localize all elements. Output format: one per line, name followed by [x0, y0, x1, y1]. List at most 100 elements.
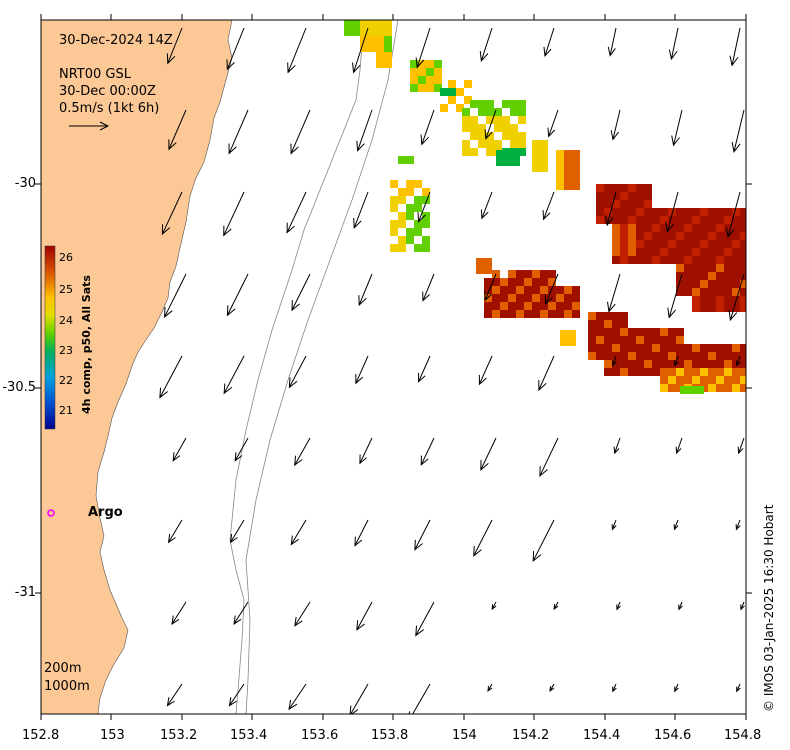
sst-pixel — [652, 208, 660, 216]
current-vector-head — [731, 141, 741, 153]
current-vector — [670, 27, 679, 60]
sst-pixel — [486, 140, 494, 148]
sst-pixel — [628, 368, 636, 376]
sst-pixel — [604, 344, 612, 352]
sst-pixel — [406, 188, 414, 196]
sst-pixel — [560, 338, 568, 346]
sst-pixel — [628, 192, 636, 200]
sst-pixel — [676, 264, 684, 272]
current-vector — [740, 601, 745, 610]
current-vector — [491, 601, 497, 610]
sst-pixel — [652, 240, 660, 248]
sst-pixel — [700, 344, 708, 352]
sst-pixel — [700, 376, 708, 384]
sst-pixel — [572, 294, 580, 302]
sst-pixel — [540, 270, 548, 278]
sst-pixel — [502, 100, 510, 108]
sst-pixel — [398, 188, 406, 196]
sst-pixel — [644, 216, 652, 224]
sst-pixel — [692, 352, 700, 360]
sst-pixel — [740, 296, 746, 304]
sst-pixel — [532, 294, 540, 302]
current-vector — [414, 519, 431, 550]
sst-pixel — [732, 352, 740, 360]
sst-pixel — [708, 256, 716, 264]
current-vector-head — [420, 134, 430, 146]
current-vector — [291, 273, 311, 311]
sst-pixel — [620, 200, 628, 208]
sst-pixel — [596, 216, 604, 224]
sst-pixel — [732, 344, 740, 352]
sst-pixel — [644, 344, 652, 352]
sst-pixel — [628, 208, 636, 216]
sst-pixel — [524, 310, 532, 318]
sst-pixel — [676, 328, 684, 336]
sst-pixel — [434, 76, 442, 84]
sst-pixel — [700, 360, 708, 368]
sst-pixel — [572, 182, 580, 190]
current-vector-head — [725, 227, 735, 239]
current-vector-head — [223, 225, 232, 237]
current-vector-head — [549, 686, 555, 692]
sst-pixel — [684, 208, 692, 216]
current-vector-head — [166, 697, 175, 707]
sst-pixel — [588, 336, 596, 344]
sst-pixel — [620, 344, 628, 352]
current-vector — [544, 27, 555, 57]
sst-pixel — [518, 148, 526, 156]
current-vector-head — [294, 455, 303, 467]
sst-pixel — [390, 180, 398, 188]
sst-pixel — [478, 140, 486, 148]
sst-pixel — [684, 376, 692, 384]
sst-pixel — [668, 344, 676, 352]
sst-pixel — [692, 296, 700, 304]
current-vector — [229, 683, 245, 706]
sst-pixel — [596, 352, 604, 360]
sst-pixel — [692, 232, 700, 240]
sst-pixel — [572, 174, 580, 182]
sst-pixel — [724, 240, 732, 248]
sst-pixel — [556, 166, 564, 174]
sst-pixel — [740, 360, 746, 368]
current-vector-head — [607, 46, 616, 57]
product-time: 30-Dec 00:00Z — [59, 84, 156, 99]
current-vector-head — [484, 291, 492, 302]
current-vector — [415, 601, 435, 636]
sst-pixel — [572, 310, 580, 318]
sst-pixel — [368, 44, 376, 52]
current-vector-head — [287, 62, 296, 74]
sst-pixel — [676, 208, 684, 216]
sst-pixel — [572, 166, 580, 174]
sst-pixel — [692, 344, 700, 352]
sst-pixel — [612, 336, 620, 344]
sst-pixel — [384, 20, 392, 28]
sst-pixel — [724, 360, 732, 368]
current-vector — [738, 437, 745, 454]
sst-pixel — [620, 336, 628, 344]
sst-pixel — [556, 182, 564, 190]
colorbar-tick: 25 — [59, 283, 73, 296]
sst-pixel — [500, 294, 508, 302]
sst-pixel — [516, 302, 524, 310]
sst-pixel — [708, 368, 716, 376]
current-vector — [612, 683, 617, 692]
sst-pixel — [732, 208, 740, 216]
current-vector-head — [673, 360, 679, 367]
sst-pixel — [564, 150, 572, 158]
current-vector — [422, 273, 435, 301]
sst-pixel — [708, 208, 716, 216]
sst-pixel — [470, 148, 478, 156]
current-vector — [167, 683, 183, 706]
current-vector-head — [665, 221, 674, 233]
sst-pixel — [612, 360, 620, 368]
sst-pixel — [516, 294, 524, 302]
current-vector — [359, 437, 373, 464]
sst-pixel — [588, 312, 596, 320]
sst-pixel — [684, 344, 692, 352]
sst-pixel — [668, 208, 676, 216]
sst-pixel — [502, 116, 510, 124]
sst-pixel — [652, 336, 660, 344]
sst-pixel — [700, 232, 708, 240]
sst-pixel — [464, 80, 472, 88]
colorbar-tick: 24 — [59, 314, 73, 327]
